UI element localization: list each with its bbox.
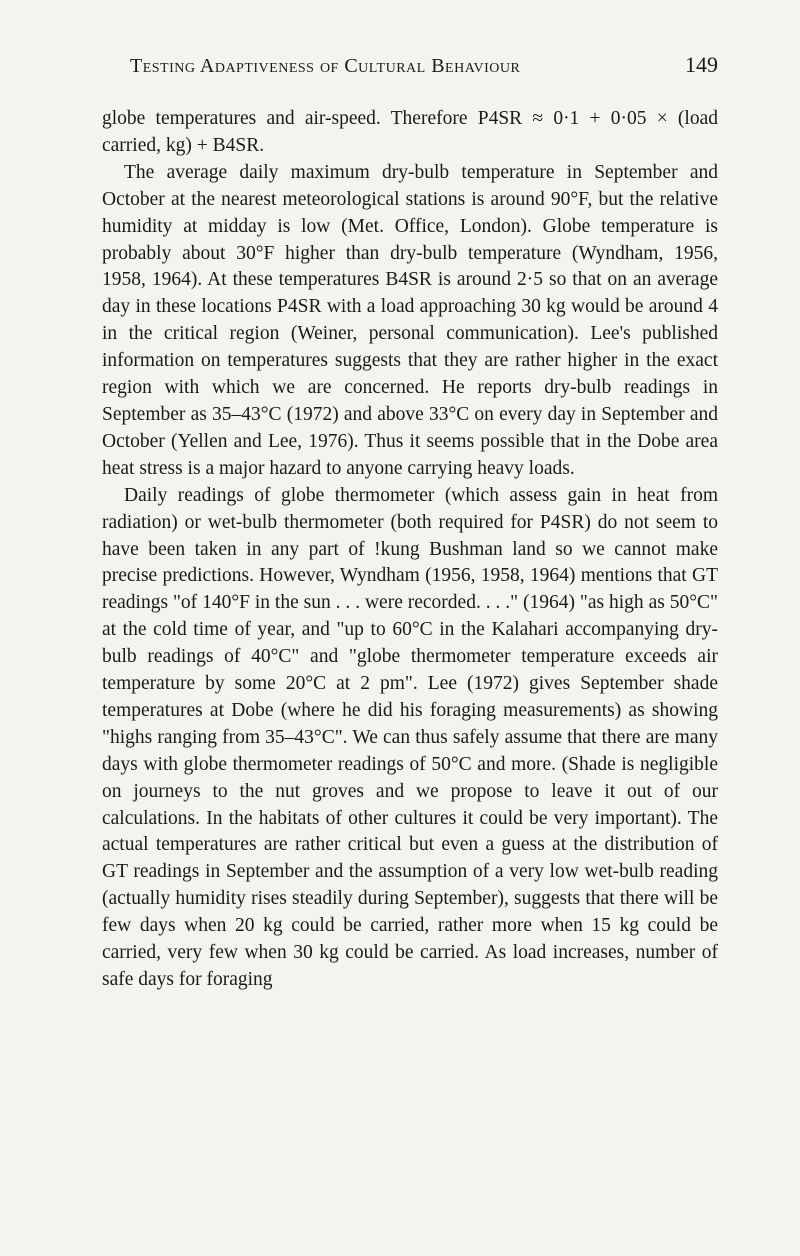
body-content: globe temperatures and air-speed. Theref…: [102, 106, 718, 994]
page-header: Testing Adaptiveness of Cultural Behavio…: [102, 52, 718, 78]
paragraph-2: The average daily maximum dry-bulb tempe…: [102, 160, 718, 483]
paragraph-3: Daily readings of globe thermometer (whi…: [102, 483, 718, 994]
page-number: 149: [685, 52, 718, 78]
running-head-title: Testing Adaptiveness of Cultural Behavio…: [130, 55, 520, 78]
paragraph-1: globe temperatures and air-speed. Theref…: [102, 106, 718, 160]
